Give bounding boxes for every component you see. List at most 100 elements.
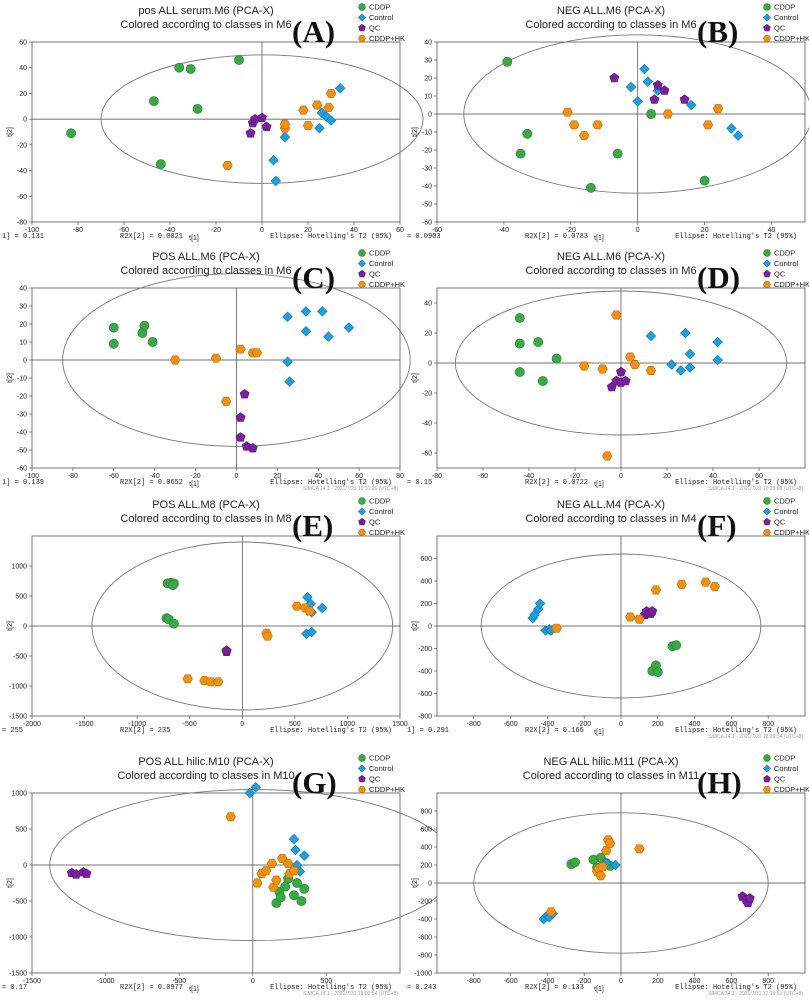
data-point: [646, 109, 657, 119]
legend-label: CDDP: [774, 754, 795, 763]
footer-ellipse: Ellipse: Hotelling's T2 (95%): [270, 233, 392, 241]
y-tick-label: 800: [420, 809, 432, 816]
data-point: [604, 838, 616, 848]
y-tick-label: -200: [418, 646, 432, 653]
legend-label: QC: [369, 775, 381, 784]
plot-area: [436, 41, 806, 223]
data-point: [221, 396, 232, 406]
series-cddp-hk: [182, 601, 315, 687]
data-point: [225, 812, 236, 822]
series-qc: [609, 72, 690, 104]
y-tick-label: -800: [418, 953, 432, 960]
footer-r2x: R2X[2] = 0.166: [525, 727, 584, 735]
data-point: [292, 878, 302, 888]
legend-marker: [763, 754, 771, 762]
footer-r2x: R2X[2] = 0.133: [525, 984, 584, 992]
y-tick-label: -20: [422, 391, 432, 398]
x-tick-label: -800: [467, 978, 481, 985]
data-point: [289, 890, 299, 901]
x-tick-label: -1000: [128, 721, 146, 728]
series-cddp-hk: [562, 104, 724, 141]
data-point: [81, 868, 92, 878]
data-point: [699, 175, 710, 186]
plot-area: [31, 792, 401, 974]
data-point: [629, 360, 640, 369]
y-tick-label: -20: [422, 148, 432, 155]
x-tick-label: -400: [540, 721, 554, 728]
y-axis-label: t[2]: [412, 127, 419, 137]
data-point: [712, 354, 723, 366]
data-point: [645, 330, 657, 342]
y-tick-label: 500: [15, 594, 27, 601]
legend-label: CDDP+HK: [369, 528, 405, 537]
legend-marker: [763, 270, 771, 278]
series-cddp-hk: [222, 88, 337, 170]
legend-marker: [358, 775, 366, 783]
series-cddp: [514, 313, 562, 386]
y-tick-label: -1000: [9, 935, 27, 942]
data-point: [334, 83, 346, 94]
y-tick-label: 200: [420, 863, 432, 870]
data-point: [212, 677, 224, 687]
data-point: [298, 105, 309, 115]
data-point: [502, 56, 513, 67]
footer-left: = 255: [2, 727, 23, 735]
x-tick-label: -80: [68, 473, 78, 480]
panel-letter: (B): [697, 14, 738, 49]
data-point: [343, 322, 355, 333]
footer-left: = 0.243: [407, 984, 436, 992]
legend-label: CDDP: [774, 497, 795, 506]
y-tick-label: -40: [17, 168, 27, 175]
data-point: [288, 866, 300, 876]
x-tick-label: 20: [273, 473, 281, 480]
footer-r2x: R2X[2] = 0.0783: [525, 233, 588, 241]
data-point: [551, 353, 562, 364]
data-point: [147, 337, 158, 347]
data-point: [642, 76, 654, 87]
x-axis-label: t[1]: [189, 481, 199, 488]
legend-marker: [763, 24, 771, 32]
data-point: [732, 130, 744, 141]
data-point: [205, 677, 216, 687]
data-point: [666, 359, 677, 370]
data-point: [299, 883, 310, 894]
hotelling-ellipse: [100, 54, 424, 184]
data-point: [306, 626, 317, 638]
data-point: [279, 131, 291, 143]
data-point: [252, 878, 263, 888]
data-point: [262, 631, 273, 641]
footer-left: 1] = 0.139: [2, 479, 44, 487]
y-tick-label: -20: [17, 142, 27, 149]
y-tick-label: 400: [420, 845, 432, 852]
series-cddp: [502, 56, 710, 193]
y-tick-label: -500: [13, 654, 27, 661]
y-tick-label: 20: [424, 331, 432, 338]
y-axis-label: t[2]: [412, 373, 419, 383]
chart-subtitle: Colored according to classes in M6: [525, 265, 696, 277]
x-tick-label: 20: [304, 227, 312, 234]
data-point: [221, 645, 232, 655]
y-tick-label: 600: [420, 556, 432, 563]
y-tick-label: -40: [17, 430, 27, 437]
y-tick-label: 0: [23, 624, 27, 631]
data-point: [108, 322, 119, 333]
data-point: [585, 182, 596, 193]
series-qc: [245, 112, 272, 138]
legend-marker: [358, 35, 366, 42]
x-tick-label: 0: [619, 473, 623, 480]
y-tick-label: -400: [418, 669, 432, 676]
data-point: [192, 103, 203, 114]
data-point: [679, 94, 690, 104]
series-cddp: [271, 873, 310, 909]
data-point: [239, 388, 250, 399]
series-control: [645, 327, 723, 376]
y-tick-label: 0: [428, 112, 432, 119]
data-point: [185, 64, 196, 74]
data-point: [625, 612, 636, 622]
y-tick-label: -50: [422, 202, 432, 209]
data-point: [551, 623, 562, 633]
series-cddp-hk: [225, 812, 300, 892]
plot-area: [31, 287, 401, 469]
legend-label: CDDP: [369, 754, 390, 763]
panel-letter: (H): [697, 765, 742, 800]
